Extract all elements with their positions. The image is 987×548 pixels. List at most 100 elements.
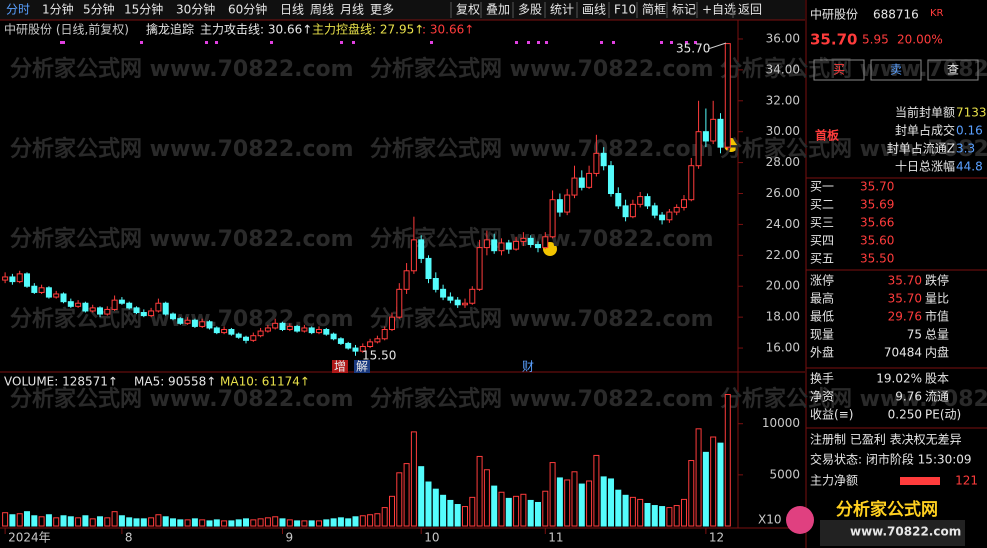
volume-bar <box>126 517 133 527</box>
candle-body <box>148 310 155 317</box>
candle-body <box>272 322 279 329</box>
logo-flower <box>786 506 814 534</box>
candle-body <box>24 273 31 287</box>
volume-bar <box>710 436 717 527</box>
volume-bar <box>695 428 702 527</box>
candle-body <box>374 338 381 343</box>
volume-bar <box>586 480 593 527</box>
period-tab[interactable]: 日线 <box>280 3 304 17</box>
volume-bar <box>542 490 549 527</box>
indicator-value: 主力控盘线: 27.95↑ <box>312 22 424 37</box>
candle-body <box>38 287 45 293</box>
candle-body <box>221 329 228 334</box>
candle-body <box>170 313 177 320</box>
trade-button[interactable] <box>927 59 979 81</box>
trade-button-label[interactable]: 买 <box>833 63 845 77</box>
candle-body <box>388 316 395 331</box>
volume-bar <box>140 518 147 527</box>
volume-bar <box>440 494 447 527</box>
watermark: 分析家公式网 www.70822.com <box>10 136 354 162</box>
signal-dot <box>430 41 433 44</box>
volume-bar <box>257 518 264 527</box>
candle-body <box>403 270 410 290</box>
candle-body <box>323 329 330 335</box>
toolbar-button[interactable]: 统计 <box>550 3 574 17</box>
candle-body <box>680 199 687 208</box>
event-marker: 解 <box>356 360 368 374</box>
period-tab[interactable]: 周线 <box>310 3 334 17</box>
indicator-value: : 30.66↑ <box>422 23 474 37</box>
stat-value: 19.02% <box>876 372 922 386</box>
period-tab[interactable]: 分时 <box>6 3 30 17</box>
volume-bar <box>352 516 359 527</box>
period-tab[interactable]: 60分钟 <box>228 2 267 17</box>
candle-body <box>75 302 82 307</box>
volume-bar <box>16 513 23 527</box>
volume-bar <box>666 507 673 527</box>
period-tab[interactable]: 30分钟 <box>176 2 215 17</box>
toolbar-button[interactable]: 多股 <box>518 3 542 17</box>
signal-dot <box>670 41 673 44</box>
volume-bar <box>600 476 607 527</box>
x-tick-label: 9 <box>285 531 293 545</box>
period-tab[interactable]: 1分钟 <box>42 2 74 17</box>
candle-body <box>243 336 249 341</box>
candle-body <box>651 205 658 216</box>
watermark: 分析家公式网 www.70822.com <box>10 386 354 412</box>
low-annotation: 15.50 <box>362 349 396 363</box>
trade-button[interactable] <box>813 59 865 81</box>
toolbar-button[interactable]: 简框 <box>642 3 666 17</box>
volume-bar <box>133 518 140 527</box>
candle-body <box>315 329 322 334</box>
stat-label: 换手 <box>810 372 834 386</box>
bid-price: 35.50 <box>860 252 894 266</box>
toolbar-button[interactable]: 复权 <box>456 3 480 17</box>
volume-bar <box>89 518 96 527</box>
volume-bar <box>367 514 374 527</box>
period-tab[interactable]: 月线 <box>340 3 364 17</box>
candle-body <box>199 321 206 327</box>
candle-body <box>469 288 476 304</box>
toolbar-button[interactable]: F10 <box>614 3 636 17</box>
candle-body <box>702 131 709 142</box>
volume-bar <box>301 520 308 527</box>
volume-bar <box>388 495 395 527</box>
signal-dot <box>537 41 540 44</box>
stat-value: 75 <box>907 328 922 342</box>
period-tab[interactable]: 更多 <box>370 3 394 17</box>
toolbar-button[interactable]: 返回 <box>738 3 762 17</box>
stock-code: 688716 <box>873 8 919 22</box>
volume-bar <box>345 518 352 527</box>
candle-body <box>235 333 242 338</box>
trade-button-label[interactable]: 卖 <box>890 63 902 77</box>
volume-bar <box>170 518 177 527</box>
toolbar-button[interactable]: +自选 <box>702 3 736 17</box>
trade-button[interactable] <box>870 59 922 81</box>
signal-dot <box>612 41 615 44</box>
watermark: 分析家公式网 www.70822.com <box>10 226 354 252</box>
candle-body <box>177 318 184 324</box>
volume-bar <box>702 451 709 527</box>
toolbar-button[interactable]: 画线 <box>582 3 606 17</box>
volume-bar <box>24 511 31 527</box>
signal-dot <box>215 41 218 44</box>
volume-bar <box>534 501 541 527</box>
signal-dot <box>60 41 63 44</box>
candle-body <box>191 319 198 327</box>
trade-button-label[interactable]: 查 <box>947 63 959 77</box>
candle-body <box>586 172 593 188</box>
period-tab[interactable]: 15分钟 <box>124 2 163 17</box>
candle-body <box>250 335 257 341</box>
candle-body <box>140 312 147 317</box>
candle-body <box>118 299 125 304</box>
candle-body <box>695 131 702 167</box>
candle-body <box>513 240 520 250</box>
candle-body <box>381 329 388 340</box>
toolbar-button[interactable]: 叠加 <box>486 3 510 17</box>
candle-body <box>600 152 607 167</box>
period-tab[interactable]: 5分钟 <box>83 2 115 17</box>
y-tick-label: 20.00 <box>766 279 800 293</box>
toolbar-button[interactable]: 标记 <box>672 3 696 17</box>
volume-tick-label: 10000 <box>762 416 800 430</box>
stat-label: 涨停 <box>810 273 834 288</box>
